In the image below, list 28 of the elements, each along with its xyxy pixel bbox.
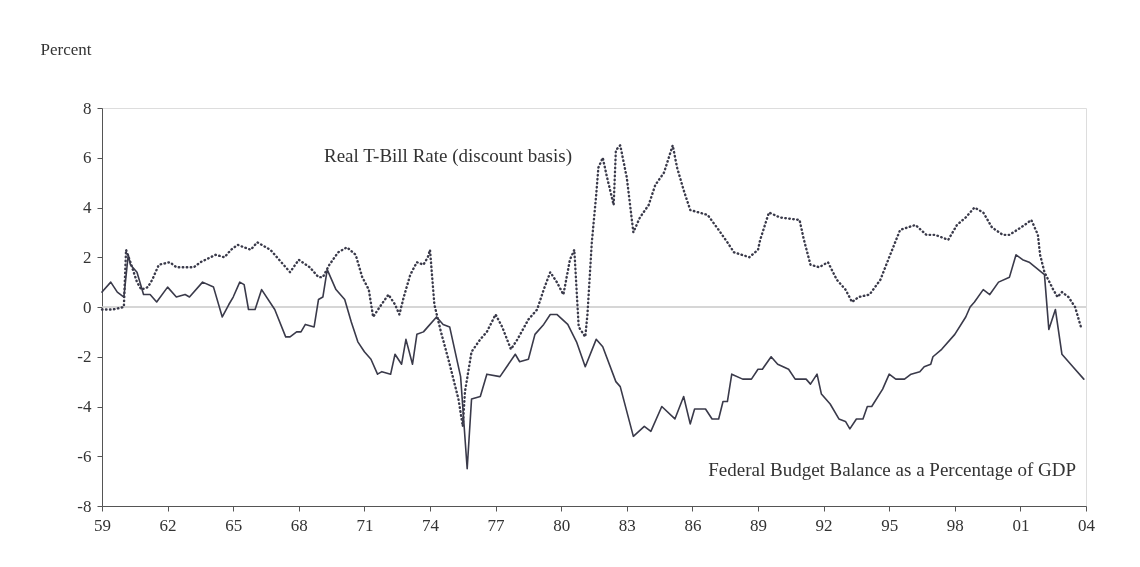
x-tick-label: 86 <box>684 515 702 535</box>
text: Federal Budget Balance as a Percentage of GDP <box>708 459 1076 480</box>
y-tick-label: 0 <box>83 297 92 317</box>
x-tick-label: 59 <box>94 515 111 535</box>
y-tick-label: 2 <box>83 247 92 267</box>
x-tick-label: 98 <box>946 515 964 535</box>
y-tick-label: -4 <box>77 397 92 416</box>
x-tick-label: 04 <box>1078 515 1096 535</box>
y-tick-label: -8 <box>77 496 92 516</box>
x-tick-label: 92 <box>815 515 833 535</box>
x-tick-label: 01 <box>1012 515 1030 535</box>
y-axis-title: Percent <box>40 39 92 59</box>
y-tick-label: -2 <box>77 347 92 367</box>
x-tick-label: 62 <box>159 515 177 535</box>
x-tick-label: 89 <box>750 515 767 535</box>
x-tick-label: 74 <box>422 515 440 535</box>
x-tick-label: 95 <box>881 515 899 535</box>
y-tick-label: 4 <box>83 198 92 217</box>
y-tick-label: 6 <box>83 148 92 168</box>
x-tick-label: 68 <box>290 515 308 535</box>
x-tick-label: 77 <box>487 515 506 535</box>
x-tick-label: 83 <box>618 515 636 535</box>
y-tick-label: -6 <box>77 446 92 466</box>
x-tick-label: 80 <box>553 515 571 535</box>
y-tick-label: 8 <box>83 98 92 118</box>
series-label: Real T-Bill Rate (discount basis) <box>323 145 572 167</box>
x-tick-label: 71 <box>356 515 374 535</box>
x-tick-label: 65 <box>225 515 243 535</box>
